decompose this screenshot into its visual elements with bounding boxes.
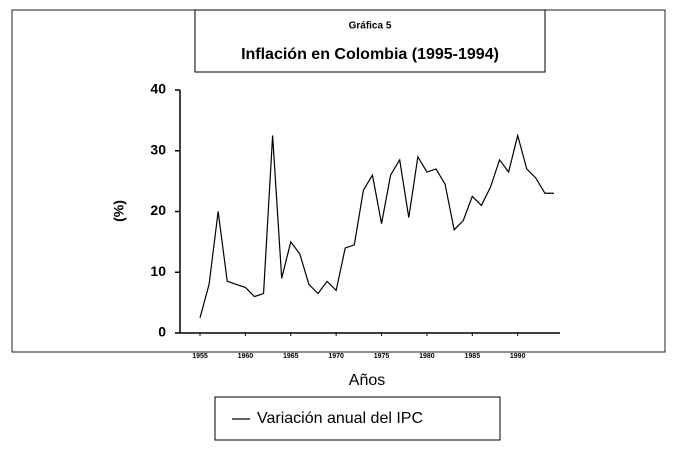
y-tick-label: 20 xyxy=(150,202,166,218)
x-tick-label: 1965 xyxy=(283,353,299,360)
x-tick-label: 1985 xyxy=(465,353,481,360)
legend-label: Variación anual del IPC xyxy=(257,410,423,427)
chart-title: Inflación en Colombia (1995-1994) xyxy=(241,46,499,63)
y-tick-label: 0 xyxy=(158,324,166,340)
y-tick-label: 40 xyxy=(150,81,166,97)
y-tick-label: 10 xyxy=(150,263,166,279)
x-tick-label: 1975 xyxy=(374,353,390,360)
x-tick-label: 1960 xyxy=(238,353,254,360)
title-box xyxy=(194,9,546,73)
x-tick-label: 1990 xyxy=(510,353,526,360)
chart-subtitle: Gráfica 5 xyxy=(349,21,392,32)
x-tick-label: 1970 xyxy=(328,353,344,360)
line-series xyxy=(199,133,554,318)
x-axis-label: Años xyxy=(349,372,385,389)
legend-box xyxy=(214,396,501,441)
x-tick-label: 1955 xyxy=(192,353,208,360)
y-tick-label: 30 xyxy=(150,141,166,157)
x-tick-label: 1980 xyxy=(419,353,435,360)
y-axis-label: (%) xyxy=(111,200,127,222)
